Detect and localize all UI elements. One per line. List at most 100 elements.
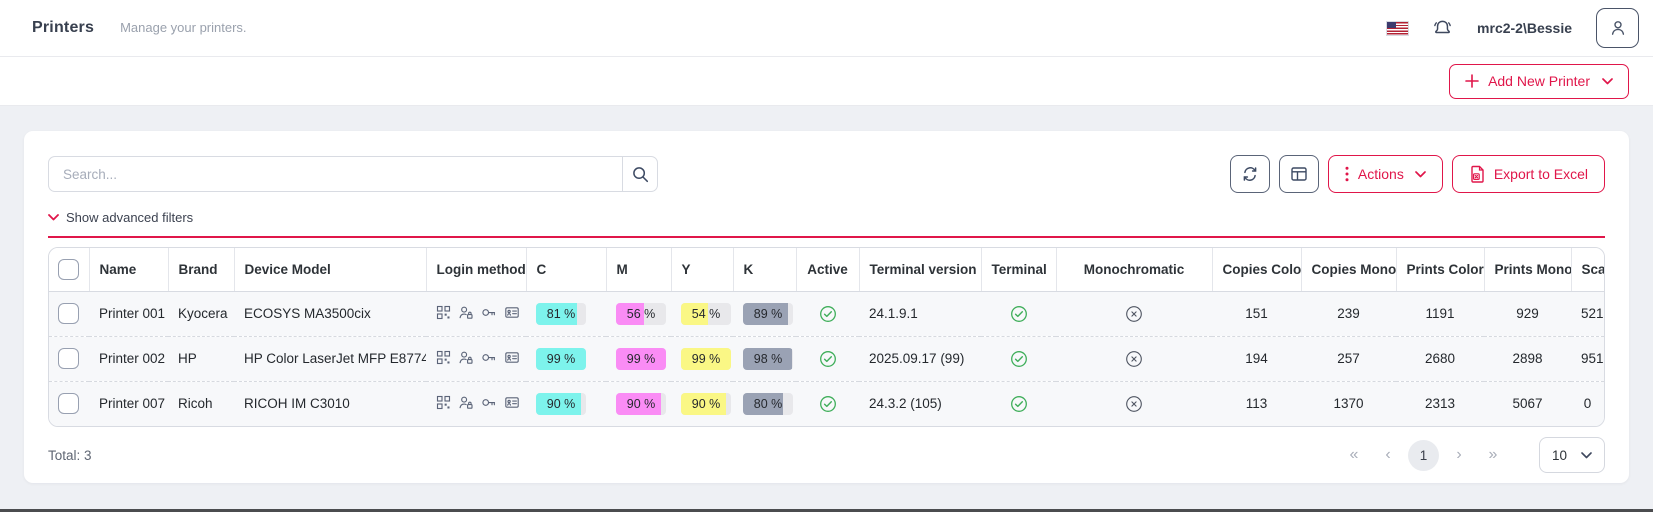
cell-terminal-version: 24.3.2 (105) [859,380,981,426]
active-check-icon [819,350,837,368]
columns-button[interactable] [1278,155,1319,193]
column-header-prints-color[interactable]: Prints Color [1396,248,1485,292]
cell-prints-mono: 5067 [1484,380,1571,426]
search-icon [632,166,649,183]
user-icon [1608,18,1628,38]
yellow-toner-pill: 99 % [681,347,731,370]
chevron-down-icon [1581,451,1592,459]
terminal-check-icon [1010,395,1028,413]
column-header-m[interactable]: M [606,248,672,292]
cell-magenta: 99 % [606,335,671,381]
notifications-bell-icon[interactable] [1432,18,1453,39]
cell-yellow: 99 % [671,335,733,381]
cell-terminal [981,291,1056,336]
user-lock-icon [458,395,474,410]
yellow-toner-pill: 54 % [681,302,731,325]
advanced-filters-toggle[interactable]: Show advanced filters [48,210,193,225]
cyan-toner-pill: 90 % [536,392,586,415]
first-page-icon[interactable]: « [1349,446,1359,463]
column-header-monochromatic[interactable]: Monochromatic [1056,248,1213,292]
select-all-checkbox[interactable] [58,258,79,280]
cell-scans: 951 [1571,335,1604,381]
cell-name: Printer 002 [89,335,168,381]
add-new-printer-button[interactable]: Add New Printer [1449,63,1629,99]
topbar-right: mrc2-2\Bessie [1387,8,1639,48]
column-header-device-model[interactable]: Device Model [234,248,427,292]
table-body: Printer 001 Kyocera ECOSYS MA3500cix 81 … [49,291,1604,426]
cell-yellow: 90 % [671,380,733,426]
table-header-row: Name Brand Device Model Login methods C M Y K Ac… [49,248,1604,292]
table-row: Printer 002 HP HP Color LaserJet MFP E87… [49,335,1604,381]
cell-copies-color: 113 [1212,380,1301,426]
key-icon [481,395,497,410]
login-methods [436,395,520,410]
cell-name: Printer 001 [89,291,168,336]
search-input[interactable] [48,156,622,192]
last-page-icon[interactable]: » [1488,446,1498,463]
cell-select [49,335,89,381]
yellow-toner-pill: 90 % [681,392,731,415]
prev-page-icon[interactable]: ‹ [1385,446,1391,463]
column-header-copies-color[interactable]: Copies Color [1212,248,1302,292]
monochromatic-off-icon [1125,305,1143,323]
cell-cyan: 90 % [526,380,606,426]
column-header-c[interactable]: C [526,248,607,292]
language-flag-icon[interactable] [1387,21,1409,35]
current-page-button[interactable]: 1 [1408,439,1439,471]
column-header-prints-mono[interactable]: Prints Mono [1484,248,1572,292]
cell-monochromatic [1056,291,1212,336]
column-header-brand[interactable]: Brand [168,248,235,292]
actions-button[interactable]: Actions [1327,155,1443,193]
active-check-icon [819,305,837,323]
login-methods [436,350,520,365]
page-size-select[interactable]: 10 [1539,437,1605,473]
column-header-terminal[interactable]: Terminal [981,248,1057,292]
row-checkbox[interactable] [58,393,79,415]
cell-copies-color: 151 [1212,291,1301,336]
row-checkbox[interactable] [58,348,79,369]
plus-icon [1465,74,1479,88]
cell-active [796,380,859,426]
column-header-scans[interactable]: Scans [1571,248,1604,292]
total-count: Total: 3 [48,447,92,463]
column-header-copies-mono[interactable]: Copies Mono [1301,248,1397,292]
column-header-y[interactable]: Y [671,248,734,292]
cyan-toner-pill: 81 % [536,302,586,325]
chevron-down-icon [48,214,59,221]
magenta-toner-pill: 56 % [616,302,666,325]
cell-login-methods [426,380,526,426]
card-toolbar: Actions Export to Excel [48,155,1605,193]
table-columns-icon [1290,165,1308,183]
chevron-down-icon [1602,77,1613,85]
qr-code-icon [436,350,451,365]
cell-scans: 0 [1571,380,1604,426]
column-header-login-methods[interactable]: Login methods [426,248,527,292]
export-excel-button[interactable]: Export to Excel [1451,155,1605,193]
cell-cyan: 81 % [526,291,606,336]
column-header-k[interactable]: K [733,248,797,292]
table-toolbar-buttons: Actions Export to Excel [1229,155,1605,193]
column-header-name[interactable]: Name [89,248,169,292]
row-checkbox[interactable] [58,303,79,324]
cell-black: 89 % [733,291,796,336]
next-page-icon[interactable]: › [1456,446,1462,463]
login-methods [436,305,520,320]
column-header-active[interactable]: Active [796,248,860,292]
cell-prints-color: 2680 [1396,335,1484,381]
user-menu-button[interactable] [1596,8,1639,48]
cell-black: 80 % [733,380,796,426]
cyan-toner-pill: 99 % [536,347,586,370]
cell-login-methods [426,291,526,336]
actions-label: Actions [1357,166,1404,182]
search-button[interactable] [622,156,658,192]
column-header-terminal-version[interactable]: Terminal version [859,248,982,292]
id-card-icon [504,350,520,365]
refresh-button[interactable] [1229,155,1270,193]
cell-select [49,380,89,426]
refresh-icon [1241,165,1259,183]
cell-magenta: 56 % [606,291,671,336]
username: mrc2-2\Bessie [1477,20,1572,36]
cell-active [796,291,859,336]
cell-brand: HP [168,335,234,381]
cell-monochromatic [1056,380,1212,426]
